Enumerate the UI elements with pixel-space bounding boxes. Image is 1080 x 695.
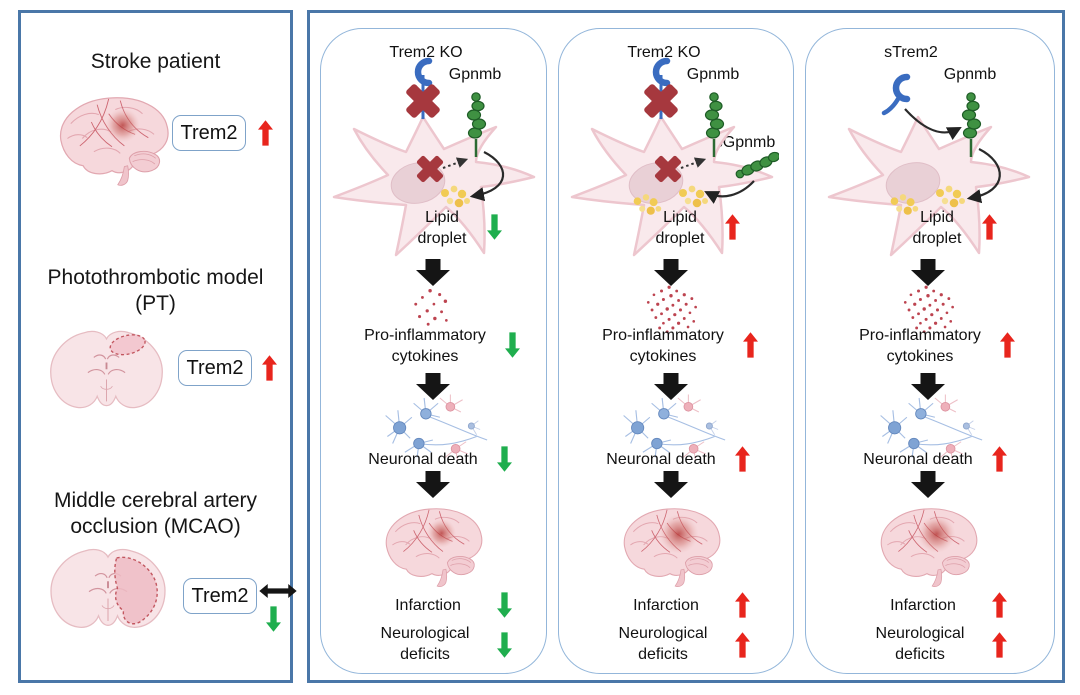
ligand-label: Gpnmb xyxy=(686,66,740,83)
mechanism-panel: Trem2 KO Gpnmb Lipid droplet Pro-inflamm… xyxy=(307,10,1065,683)
model-title: Photothrombotic model (PT) xyxy=(47,266,264,315)
model-title: Stroke patient xyxy=(90,50,221,73)
microglia-illustration xyxy=(332,57,536,257)
blocked-signal-arrow xyxy=(680,157,707,169)
decrease-arrow-icon xyxy=(497,589,512,621)
decrease-arrow-icon xyxy=(266,603,281,635)
step-label-lipid-droplet: Lipid droplet xyxy=(417,209,467,247)
uptake-arrow xyxy=(704,180,755,204)
trem2-receptor-knockout-icon xyxy=(643,61,679,119)
brain-illustration xyxy=(623,508,721,588)
model-title: Middle cerebral artery occlusion (MCAO) xyxy=(53,489,258,538)
decrease-arrow-icon xyxy=(487,211,502,243)
uptake-arrow xyxy=(966,148,1001,204)
increase-arrow-icon xyxy=(262,352,277,384)
step-label-neuronal-death: Neuronal death xyxy=(368,451,478,468)
condition-label: sTrem2 xyxy=(884,44,938,61)
gene-box: Trem2 xyxy=(172,115,246,151)
step-label-infarction: Infarction xyxy=(395,597,461,614)
increase-arrow-icon xyxy=(735,589,750,621)
unchanged-arrow-icon xyxy=(259,584,297,598)
gene-box: Trem2 xyxy=(183,578,257,614)
flow-arrow-icon xyxy=(654,259,688,286)
models-panel: Stroke patient Trem2 Photothrombotic mod… xyxy=(18,10,293,683)
blocked-signal-arrow xyxy=(442,157,469,169)
gene-label: Trem2 xyxy=(186,356,244,379)
condition-label: Trem2 KO xyxy=(627,44,701,61)
pathway-column-strem2: sTrem2 Gpnmb Lipid droplet Pro-inflammat… xyxy=(805,28,1055,674)
increase-arrow-icon xyxy=(992,629,1007,661)
pathway-column-trem2-ko: Trem2 KO Gpnmb Lipid droplet Pro-inflamm… xyxy=(320,28,547,674)
brain-illustration xyxy=(880,508,978,588)
increase-arrow-icon xyxy=(982,211,997,243)
pathway-column-trem2-ko-sgpnmb: Trem2 KO Gpnmb sGpnmb Lipid droplet Pro- xyxy=(558,28,794,674)
condition-label: Trem2 KO xyxy=(389,44,463,61)
brain-illustration xyxy=(385,508,483,588)
increase-arrow-icon xyxy=(725,211,740,243)
ligand-label: Gpnmb xyxy=(448,66,502,83)
decrease-arrow-icon xyxy=(497,443,512,475)
gene-box: Trem2 xyxy=(178,350,252,386)
cytokines-illustration xyxy=(414,289,448,326)
increase-arrow-icon xyxy=(743,329,758,361)
uptake-arrow xyxy=(469,151,505,202)
increase-arrow-icon xyxy=(258,117,273,149)
flow-arrow-icon xyxy=(911,471,945,498)
coronal-brain-mcao-illustration xyxy=(50,548,166,629)
step-label-neurological-deficits: Neurological deficits xyxy=(875,625,965,663)
microglia-illustration xyxy=(827,73,1031,257)
trem2-receptor-knockout-icon xyxy=(405,61,441,119)
flow-arrow-icon xyxy=(911,259,945,286)
soluble-ligand-label: sGpnmb xyxy=(714,134,776,151)
flow-arrow-icon xyxy=(416,471,450,498)
decrease-arrow-icon xyxy=(497,629,512,661)
increase-arrow-icon xyxy=(735,629,750,661)
step-label-cytokines: Pro-inflammatory cytokines xyxy=(602,327,724,365)
microglia-illustration xyxy=(570,57,779,257)
step-label-neurological-deficits: Neurological deficits xyxy=(618,625,708,663)
step-label-neuronal-death: Neuronal death xyxy=(606,451,716,468)
step-label-lipid-droplet: Lipid droplet xyxy=(912,209,962,247)
increase-arrow-icon xyxy=(1000,329,1015,361)
decrease-arrow-icon xyxy=(505,329,520,361)
step-label-neurological-deficits: Neurological deficits xyxy=(380,625,470,663)
flow-arrow-icon xyxy=(654,471,688,498)
binding-arrow xyxy=(904,108,962,141)
step-label-lipid-droplet: Lipid droplet xyxy=(655,209,705,247)
gene-label: Trem2 xyxy=(180,121,238,144)
soluble-gpnmb-icon xyxy=(735,151,779,179)
increase-arrow-icon xyxy=(992,443,1007,475)
step-label-infarction: Infarction xyxy=(890,597,956,614)
step-label-cytokines: Pro-inflammatory cytokines xyxy=(364,327,486,365)
step-label-neuronal-death: Neuronal death xyxy=(863,451,973,468)
flow-arrow-icon xyxy=(416,259,450,286)
step-label-infarction: Infarction xyxy=(633,597,699,614)
ligand-label: Gpnmb xyxy=(943,66,997,83)
coronal-brain-pt-illustration xyxy=(49,330,164,409)
step-label-cytokines: Pro-inflammatory cytokines xyxy=(859,327,981,365)
soluble-trem2-icon xyxy=(881,73,911,116)
increase-arrow-icon xyxy=(735,443,750,475)
human-brain-illustration xyxy=(59,97,169,186)
increase-arrow-icon xyxy=(992,589,1007,621)
gene-label: Trem2 xyxy=(191,584,249,607)
